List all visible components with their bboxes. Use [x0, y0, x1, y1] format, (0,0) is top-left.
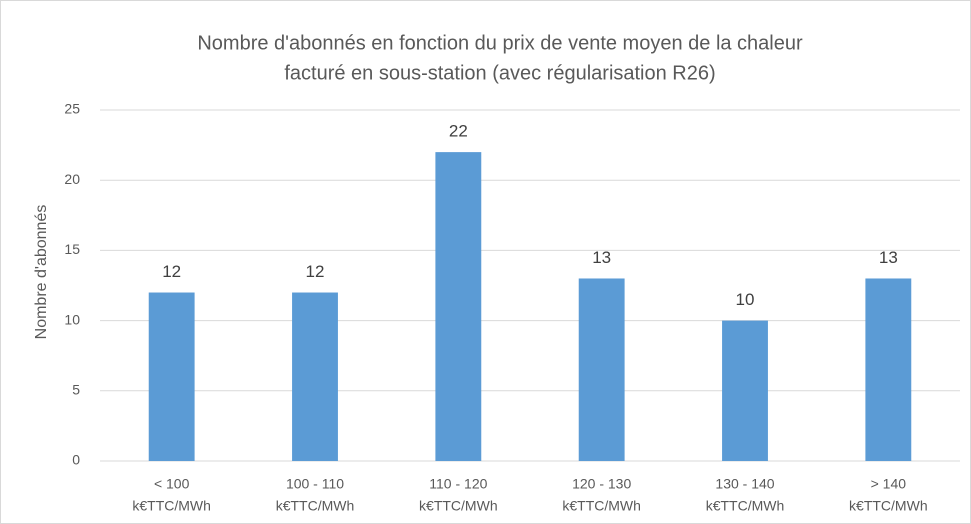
x-tick-label: 120 - 130: [572, 476, 631, 492]
data-label: 10: [736, 290, 755, 309]
data-label: 12: [162, 262, 181, 281]
bar: [578, 278, 625, 461]
data-label: 13: [879, 248, 898, 267]
data-label: 12: [306, 262, 325, 281]
chart-title: Nombre d'abonnés en fonction du prix de …: [197, 32, 803, 54]
data-label: 22: [449, 122, 468, 141]
bar: [292, 292, 338, 461]
y-tick-label: 15: [64, 241, 80, 257]
x-tick-label: 110 - 120: [429, 476, 487, 492]
x-tick-label: < 100: [154, 476, 190, 492]
bar: [148, 292, 195, 461]
x-tick-label: 130 - 140: [715, 476, 774, 492]
y-tick-label: 10: [64, 311, 80, 327]
bar: [722, 320, 768, 461]
y-tick-label: 0: [72, 452, 80, 468]
data-label: 13: [592, 248, 611, 267]
bar: [435, 152, 482, 461]
x-tick-label: k€TTC/MWh: [849, 498, 928, 514]
y-tick-label: 5: [72, 382, 80, 398]
x-tick-label: k€TTC/MWh: [706, 498, 785, 514]
x-tick-label: 100 - 110: [286, 476, 344, 492]
x-tick-label: k€TTC/MWh: [132, 498, 211, 514]
x-tick-label: k€TTC/MWh: [419, 498, 498, 514]
x-tick-label: > 140: [871, 476, 907, 492]
y-tick-label: 20: [64, 171, 80, 187]
x-tick-label: k€TTC/MWh: [276, 498, 355, 514]
y-tick-label: 25: [64, 101, 80, 117]
chart-title: facturé en sous-station (avec régularisa…: [284, 62, 715, 84]
x-tick-label: k€TTC/MWh: [562, 498, 641, 514]
y-axis-label: Nombre d'abonnés: [33, 205, 50, 340]
bar: [865, 278, 912, 461]
